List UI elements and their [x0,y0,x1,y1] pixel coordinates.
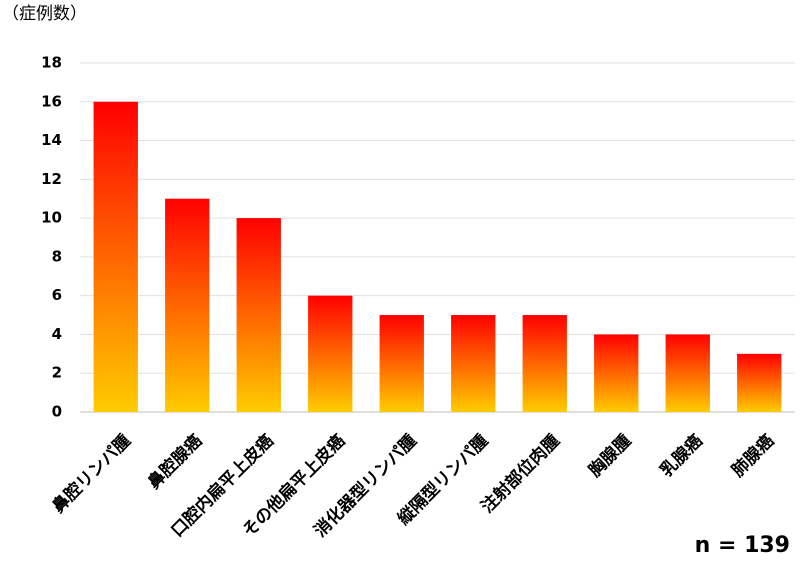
y-axis-label: （症例数） [2,4,87,24]
y-tick-label: 18 [41,54,62,72]
y-tick-label: 6 [52,286,62,304]
bar [236,218,281,412]
y-tick-label: 16 [41,92,62,110]
bar [665,334,710,412]
x-tick-label: 鼻腔リンパ腫 [48,430,135,517]
bar [522,315,567,412]
x-tick-label: 鼻腔腺癌 [143,430,206,493]
y-tick-label: 14 [41,131,62,149]
bar [93,101,138,413]
x-tick-label: 胸腺腫 [584,430,635,481]
y-tick-label: 0 [52,403,62,421]
y-tick-label: 12 [41,170,62,188]
bar [737,353,782,412]
bar [379,315,424,412]
bar [308,295,353,412]
y-tick-label: 8 [52,247,62,265]
bar [594,334,639,412]
annotation: n = 139 [695,533,790,558]
y-tick-label: 2 [52,364,62,382]
bar [165,198,210,412]
x-tick-label: 肺腺癌 [727,430,778,481]
y-tick-label: 4 [52,325,62,343]
x-tick-label: 乳腺癌 [656,430,707,481]
bar [451,315,496,412]
y-tick-label: 10 [41,209,62,227]
